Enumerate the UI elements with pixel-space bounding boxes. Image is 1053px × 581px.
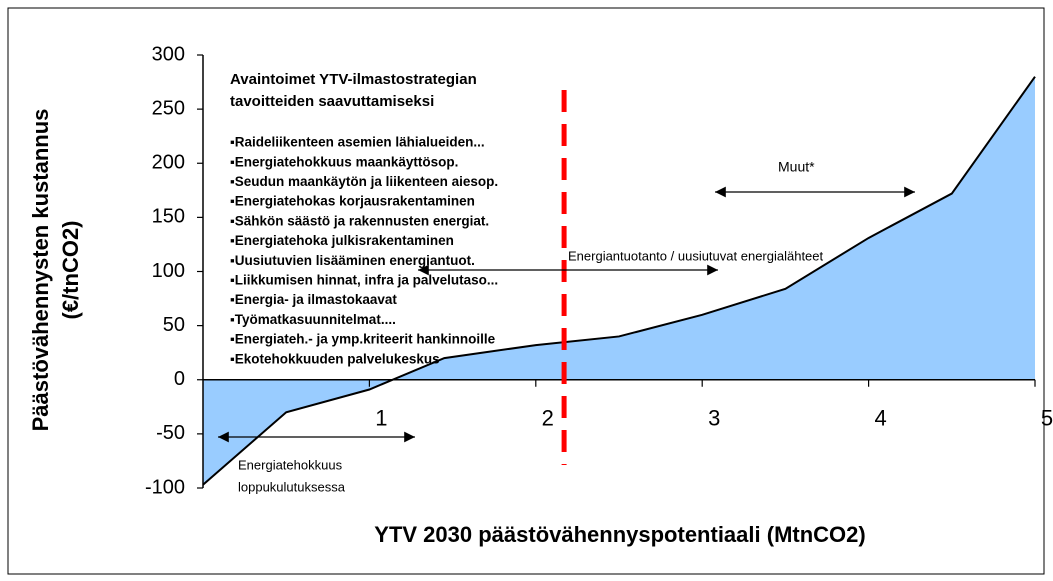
y-tick-label: -100 bbox=[145, 476, 185, 498]
x-tick-label: 4 bbox=[874, 406, 886, 431]
box-item: ▪Uusiutuvien lisääminen energiantuot. bbox=[230, 253, 475, 268]
box-title: tavoitteiden saavuttamiseksi bbox=[230, 93, 434, 110]
area-fill bbox=[203, 76, 1035, 485]
x-tick-label: 5 bbox=[1041, 406, 1053, 431]
box-item: ▪Energiateh.- ja ymp.kriteerit hankinnoi… bbox=[230, 332, 496, 347]
annotation: Muut* bbox=[778, 159, 815, 175]
x-axis-title: YTV 2030 päästövähennyspotentiaali (MtnC… bbox=[374, 522, 865, 547]
box-item: ▪Seudun maankäytön ja liikenteen aiesop. bbox=[230, 174, 498, 189]
y-tick-label: 50 bbox=[163, 314, 185, 336]
box-item: ▪Sähkön säästö ja rakennusten energiat. bbox=[230, 213, 489, 228]
box-item: ▪Energiatehoka julkisrakentaminen bbox=[230, 233, 454, 248]
y-tick-label: 200 bbox=[152, 152, 185, 174]
box-item: ▪Työmatkasuunnitelmat.... bbox=[230, 312, 396, 327]
y-tick-label: 300 bbox=[152, 43, 185, 65]
annotation: Energiatehokkuus bbox=[238, 457, 343, 472]
box-item: ▪Ekotehokkuuden palvelukeskus bbox=[230, 351, 440, 366]
box-item: ▪Energiatehokkuus maankäyttösop. bbox=[230, 154, 458, 169]
y-axis-title: (€/tnCO2) bbox=[58, 221, 83, 320]
y-axis-title: Päästövähennysten kustannus bbox=[28, 109, 53, 432]
box-item: ▪Energia- ja ilmastokaavat bbox=[230, 292, 397, 307]
y-tick-label: 250 bbox=[152, 97, 185, 119]
box-item: ▪Raideliikenteen asemien lähialueiden... bbox=[230, 135, 485, 150]
annotation: loppukulutuksessa bbox=[238, 479, 346, 494]
y-axis-title-group: Päästövähennysten kustannus (€/tnCO2) bbox=[28, 109, 83, 432]
area-line bbox=[202, 76, 1036, 486]
box-title: Avaintoimet YTV-ilmastostrategian bbox=[230, 71, 477, 88]
y-tick-label: 0 bbox=[174, 368, 185, 390]
y-tick-label: 150 bbox=[152, 206, 185, 228]
box-item: ▪Liikkumisen hinnat, infra ja palvelutas… bbox=[230, 272, 498, 287]
x-tick-label: 2 bbox=[542, 406, 554, 431]
x-tick-label: 1 bbox=[375, 406, 387, 431]
annotation: Energiantuotanto / uusiutuvat energialäh… bbox=[568, 248, 824, 263]
y-tick-label: -50 bbox=[156, 422, 185, 444]
y-tick-label: 100 bbox=[152, 260, 185, 282]
box-item: ▪Energiatehokas korjausrakentaminen bbox=[230, 194, 475, 209]
x-tick-label: 3 bbox=[708, 406, 720, 431]
